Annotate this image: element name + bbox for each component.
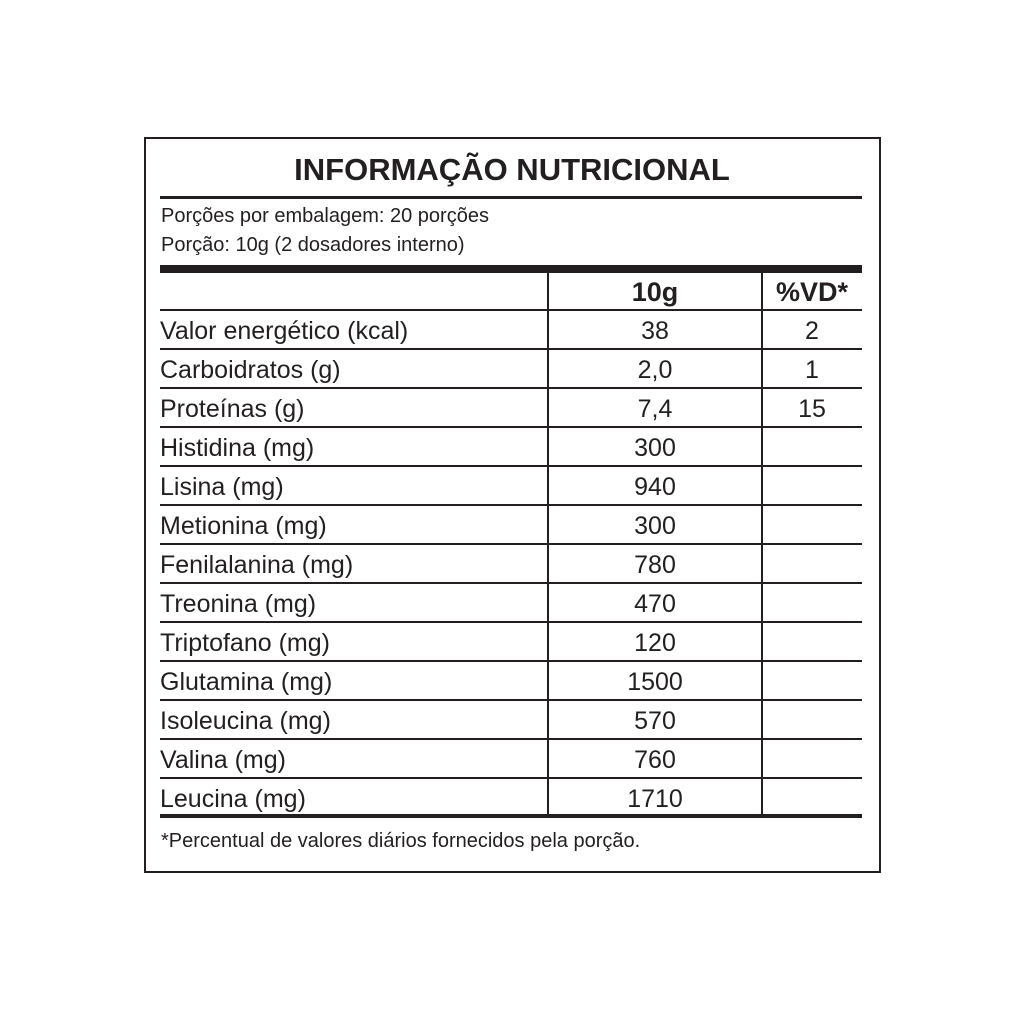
nutrient-amount: 1500 xyxy=(627,668,683,696)
nutrient-daily-value: 1 xyxy=(805,356,819,384)
nutrient-amount: 7,4 xyxy=(637,395,673,423)
table-row: Fenilalanina (mg) 780 xyxy=(160,545,862,584)
nutrient-daily-value xyxy=(762,506,862,543)
nutrient-amount: 2,0 xyxy=(637,356,673,384)
table-row: Leucina (mg) 1710 xyxy=(160,779,862,818)
nutrient-name: Valor energético (kcal) xyxy=(160,317,409,345)
header-daily-value: %VD* xyxy=(775,277,849,307)
nutrient-amount: 570 xyxy=(634,707,676,735)
nutrient-daily-value: 15 xyxy=(798,395,826,423)
nutrient-daily-value: 2 xyxy=(805,317,819,345)
nutrient-name: Treonina (mg) xyxy=(160,590,317,618)
header-amount: 10g xyxy=(631,277,679,307)
nutrient-name: Metionina (mg) xyxy=(160,512,327,540)
nutrient-amount: 780 xyxy=(634,551,676,579)
table-row: Metionina (mg) 300 xyxy=(160,506,862,545)
nutrient-daily-value xyxy=(762,662,862,699)
nutrient-daily-value xyxy=(762,467,862,504)
nutrient-daily-value xyxy=(762,701,862,738)
footnote: *Percentual de valores diários fornecido… xyxy=(161,830,641,852)
nutrient-daily-value xyxy=(762,740,862,777)
label-title: INFORMAÇÃO NUTRICIONAL xyxy=(294,152,730,187)
column-divider xyxy=(547,272,549,818)
nutrient-amount: 120 xyxy=(634,629,676,657)
table-row: Histidina (mg) 300 xyxy=(160,428,862,467)
serving-size: Porção: 10g (2 dosadores interno) xyxy=(161,234,465,256)
nutrient-amount: 1710 xyxy=(627,785,683,813)
nutrient-daily-value xyxy=(762,545,862,582)
nutrient-amount: 470 xyxy=(634,590,676,618)
nutrient-amount: 300 xyxy=(634,434,676,462)
nutrition-label-frame xyxy=(144,137,881,873)
nutrient-amount: 760 xyxy=(634,746,676,774)
nutrient-name: Triptofano (mg) xyxy=(160,629,330,657)
table-row: Lisina (mg) 940 xyxy=(160,467,862,506)
nutrient-daily-value xyxy=(762,623,862,660)
nutrient-amount: 300 xyxy=(634,512,676,540)
table-row: Valor energético (kcal) 38 2 xyxy=(160,311,862,350)
nutrient-daily-value xyxy=(762,428,862,465)
table-row: Carboidratos (g) 2,0 1 xyxy=(160,350,862,389)
nutrient-name: Proteínas (g) xyxy=(160,395,305,423)
nutrient-name: Fenilalanina (mg) xyxy=(160,551,354,579)
nutrient-amount: 940 xyxy=(634,473,676,501)
nutrient-name: Glutamina (mg) xyxy=(160,668,333,696)
table-row: Glutamina (mg) 1500 xyxy=(160,662,862,701)
nutrient-daily-value xyxy=(762,779,862,816)
nutrient-name: Leucina (mg) xyxy=(160,785,306,813)
table-row: Valina (mg) 760 xyxy=(160,740,862,779)
table-row: Treonina (mg) 470 xyxy=(160,584,862,623)
table-row: Proteínas (g) 7,4 15 xyxy=(160,389,862,428)
nutrition-table: 10g %VD* Valor energético (kcal) 38 2 Carbo… xyxy=(160,272,862,818)
thick-divider xyxy=(160,265,862,273)
servings-per-package: Porções por embalagem: 20 porções xyxy=(161,205,489,227)
nutrient-name: Valina (mg) xyxy=(160,746,286,774)
nutrient-name: Lisina (mg) xyxy=(160,473,284,501)
nutrient-name: Carboidratos (g) xyxy=(160,356,341,384)
table-row: Triptofano (mg) 120 xyxy=(160,623,862,662)
table-row: Isoleucina (mg) 570 xyxy=(160,701,862,740)
table-header-row: 10g %VD* xyxy=(160,272,862,311)
nutrient-name: Isoleucina (mg) xyxy=(160,707,331,735)
column-divider xyxy=(761,272,763,818)
nutrient-name: Histidina (mg) xyxy=(160,434,315,462)
nutrient-daily-value xyxy=(762,584,862,621)
title-divider xyxy=(160,196,862,199)
nutrient-amount: 38 xyxy=(641,317,669,345)
